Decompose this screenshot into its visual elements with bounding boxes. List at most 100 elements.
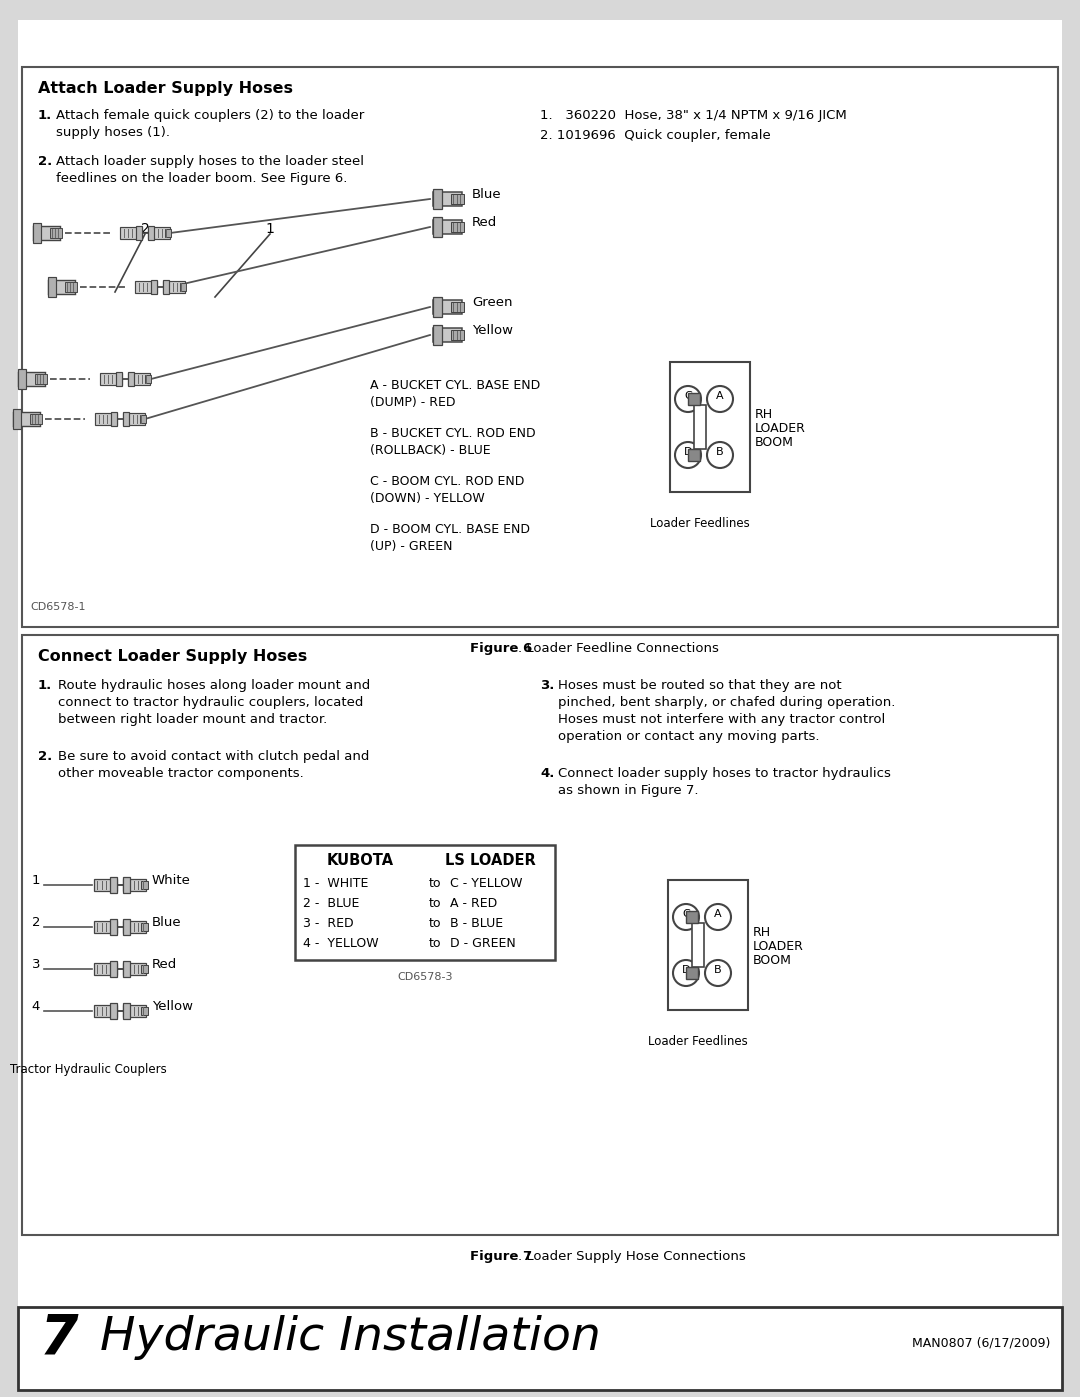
Bar	[163, 281, 185, 292]
Bar	[163, 279, 170, 295]
Text: 1: 1	[31, 875, 40, 887]
Bar	[94, 963, 118, 975]
Text: Hydraulic Installation: Hydraulic Installation	[85, 1315, 600, 1361]
Text: 1.: 1.	[38, 679, 52, 692]
Bar	[17, 369, 26, 388]
Bar	[123, 1003, 130, 1018]
Circle shape	[675, 441, 701, 468]
Bar	[127, 372, 134, 386]
Text: 2: 2	[140, 222, 149, 236]
Text: LOADER: LOADER	[755, 422, 806, 436]
Text: RH: RH	[755, 408, 773, 422]
Bar	[145, 376, 151, 383]
Bar	[123, 879, 146, 891]
Bar	[433, 217, 442, 237]
Bar	[686, 967, 698, 979]
Bar	[433, 219, 462, 235]
Bar	[140, 965, 148, 972]
Text: BOOM: BOOM	[753, 954, 792, 968]
Bar	[110, 961, 118, 977]
Circle shape	[675, 386, 701, 412]
Bar	[140, 923, 148, 930]
Bar	[150, 279, 158, 295]
Circle shape	[673, 904, 699, 930]
Text: A: A	[716, 391, 724, 401]
Bar	[140, 1007, 148, 1014]
Bar	[127, 373, 150, 384]
Bar	[122, 414, 145, 425]
Text: Tractor Hydraulic Couplers: Tractor Hydraulic Couplers	[10, 1063, 166, 1076]
Bar	[136, 226, 143, 240]
Bar	[48, 277, 56, 296]
Text: Attach female quick couplers (2) to the loader
supply hoses (1).: Attach female quick couplers (2) to the …	[56, 109, 364, 138]
Text: D - BOOM CYL. BASE END
(UP) - GREEN: D - BOOM CYL. BASE END (UP) - GREEN	[370, 522, 530, 553]
Bar	[17, 372, 45, 386]
Bar	[18, 1308, 1062, 1390]
Text: Yellow: Yellow	[472, 324, 513, 338]
Bar	[123, 961, 130, 977]
Bar	[110, 1003, 118, 1018]
Text: 2.: 2.	[38, 155, 52, 168]
Text: Blue: Blue	[472, 189, 501, 201]
Text: B - BUCKET CYL. ROD END
(ROLLBACK) - BLUE: B - BUCKET CYL. ROD END (ROLLBACK) - BLU…	[370, 427, 536, 457]
Bar	[35, 374, 46, 384]
Bar	[100, 373, 122, 384]
Text: Blue: Blue	[152, 916, 181, 929]
Bar	[433, 328, 462, 342]
Bar	[110, 412, 118, 426]
Text: Figure 6: Figure 6	[470, 643, 532, 655]
Bar	[123, 919, 130, 935]
Text: . Loader Feedline Connections: . Loader Feedline Connections	[518, 643, 719, 655]
Bar	[123, 1006, 146, 1017]
Bar	[94, 921, 118, 933]
Text: Route hydraulic hoses along loader mount and
connect to tractor hydraulic couple: Route hydraulic hoses along loader mount…	[58, 679, 370, 726]
Bar	[451, 330, 463, 341]
Text: C - YELLOW: C - YELLOW	[450, 877, 523, 890]
Bar	[164, 229, 172, 236]
Text: 2. 1019696  Quick coupler, female: 2. 1019696 Quick coupler, female	[540, 129, 771, 142]
Text: 3: 3	[31, 958, 40, 971]
Text: 1.   360220  Hose, 38" x 1/4 NPTM x 9/16 JICM: 1. 360220 Hose, 38" x 1/4 NPTM x 9/16 JI…	[540, 109, 847, 122]
Text: C: C	[683, 909, 690, 919]
Bar	[110, 877, 118, 893]
Bar	[692, 923, 704, 967]
Bar	[433, 189, 442, 210]
Bar	[148, 226, 154, 240]
Bar	[140, 882, 148, 888]
Bar	[32, 226, 60, 240]
Text: to: to	[429, 897, 442, 909]
Bar	[669, 880, 748, 1010]
Circle shape	[673, 960, 699, 986]
Text: B - BLUE: B - BLUE	[450, 916, 503, 930]
Text: Red: Red	[152, 958, 177, 971]
Text: 7: 7	[40, 1312, 79, 1366]
Text: to: to	[429, 877, 442, 890]
Text: 1 -  WHITE: 1 - WHITE	[303, 877, 368, 890]
Text: B: B	[714, 965, 721, 975]
Text: Red: Red	[472, 217, 497, 229]
Bar	[295, 845, 555, 960]
Text: D - GREEN: D - GREEN	[450, 937, 516, 950]
Text: LOADER: LOADER	[753, 940, 804, 954]
Text: A - BUCKET CYL. BASE END
(DUMP) - RED: A - BUCKET CYL. BASE END (DUMP) - RED	[370, 379, 540, 409]
Text: A - RED: A - RED	[450, 897, 497, 909]
Text: 2.: 2.	[38, 750, 52, 763]
Bar	[13, 412, 40, 426]
Text: Yellow: Yellow	[152, 1000, 193, 1013]
Bar	[32, 224, 41, 243]
Bar	[22, 636, 1058, 1235]
Text: Figure 7: Figure 7	[470, 1250, 532, 1263]
Text: Green: Green	[472, 296, 513, 310]
Text: D: D	[681, 965, 690, 975]
Text: Hoses must be routed so that they are not
pinched, bent sharply, or chafed durin: Hoses must be routed so that they are no…	[558, 679, 895, 743]
Bar	[123, 921, 146, 933]
Text: D: D	[684, 447, 692, 457]
Text: CD6578-1: CD6578-1	[30, 602, 85, 612]
Bar	[95, 414, 118, 425]
Bar	[686, 911, 698, 923]
Text: 3 -  RED: 3 - RED	[303, 916, 353, 930]
Circle shape	[707, 441, 733, 468]
Circle shape	[707, 386, 733, 412]
Bar	[94, 879, 118, 891]
Bar	[451, 194, 463, 204]
